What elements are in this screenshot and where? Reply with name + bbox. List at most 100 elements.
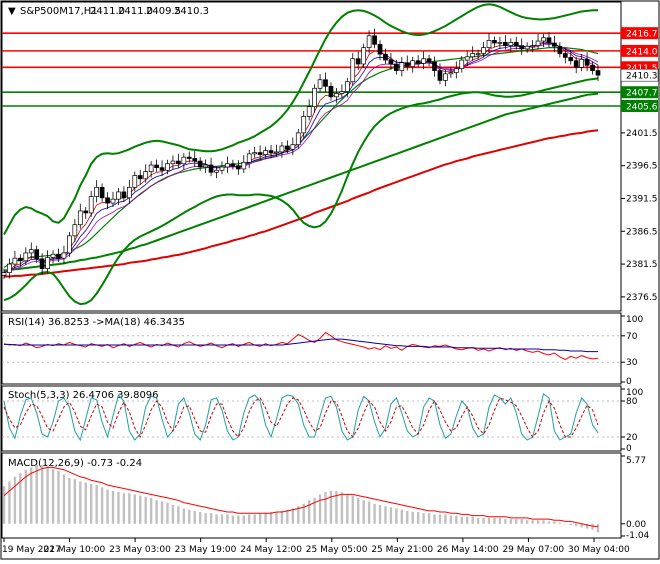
macd-bar: [155, 500, 158, 524]
candle-body: [546, 37, 552, 44]
candle-body: [410, 60, 416, 67]
chart-title: S&P500M17,H1: [20, 6, 98, 17]
macd-bar: [591, 523, 594, 530]
ma-fast-red-line: [3, 41, 599, 273]
macd-bar: [144, 496, 147, 524]
candle-body: [241, 162, 247, 170]
macd-bar: [188, 509, 191, 524]
ohlc-open: 2411.0: [90, 6, 125, 17]
macd-bar: [367, 501, 371, 524]
candle-body: [475, 53, 481, 55]
macd-bar: [133, 494, 136, 524]
macd-bar: [171, 504, 175, 524]
macd-bar: [177, 506, 180, 524]
candlesticks: [1, 28, 601, 280]
candle-body: [99, 186, 105, 199]
macd-bar: [536, 520, 540, 524]
macd-bar: [198, 512, 202, 524]
stoch-axis-label: 0: [626, 444, 632, 454]
rsi-title: RSI(14) 36.8253 ->MA(18) 46.3435: [8, 317, 185, 328]
time-axis-label: 29 May 07:00: [502, 545, 564, 555]
macd-bar: [95, 485, 98, 524]
level-label-box: [621, 99, 658, 112]
macd-bar: [275, 512, 278, 524]
macd-bar: [395, 508, 398, 524]
level-label: 2416.7: [626, 30, 658, 40]
macd-bar: [258, 513, 262, 524]
macd-bar: [51, 468, 55, 524]
macd-bar: [547, 521, 551, 524]
macd-bar: [8, 481, 11, 524]
time-axis-label: 25 May 21:00: [371, 545, 433, 555]
macd-bar: [422, 513, 425, 524]
candle-body: [464, 56, 470, 61]
candle-body: [568, 57, 574, 62]
macd-bar: [193, 510, 196, 524]
candle-body: [39, 258, 45, 270]
candle-body: [208, 164, 214, 173]
candle-body: [235, 165, 241, 170]
candle-body: [230, 163, 236, 167]
macd-bar: [389, 507, 393, 524]
macd-bar: [13, 476, 17, 524]
macd-bar: [89, 483, 93, 524]
candle-body: [334, 93, 339, 98]
stoch-d-line: [3, 397, 599, 439]
macd-bar: [531, 520, 534, 524]
macd-bar: [400, 509, 404, 524]
ma-green-line: [3, 92, 599, 272]
candle-body: [377, 43, 383, 55]
macd-bar: [318, 494, 322, 524]
macd-bar: [329, 490, 333, 524]
macd-bar: [455, 515, 458, 524]
macd-bar: [433, 514, 436, 524]
candle-body: [274, 151, 279, 154]
rsi-axis-label: 70: [626, 332, 638, 342]
candle-body: [88, 196, 94, 214]
candle-body: [519, 45, 525, 50]
macd-bar: [384, 506, 387, 524]
stoch-axis-label: 20: [626, 433, 638, 443]
macd-bar: [237, 515, 240, 524]
candle-body: [492, 40, 497, 44]
macd-bar: [220, 514, 224, 524]
candle-body: [28, 249, 34, 254]
candle-body: [94, 186, 99, 197]
rsi-lines: [2, 331, 621, 363]
bollinger-upper-line: [3, 3, 598, 236]
candle-body: [61, 252, 67, 259]
candle-body: [590, 64, 595, 71]
level-label-box: [621, 86, 658, 99]
time-axis-label: 26 May 14:00: [437, 545, 499, 555]
candle-body: [579, 59, 585, 68]
macd-bar: [427, 513, 431, 524]
candle-body: [312, 87, 317, 107]
candle-body: [350, 58, 356, 83]
macd-bar: [580, 523, 583, 528]
macd-bar: [378, 504, 382, 524]
macd-bar: [209, 513, 213, 524]
candle-body: [23, 252, 29, 262]
candle-body: [186, 156, 192, 159]
macd-bar: [128, 493, 131, 524]
macd-axis-label: 0.00: [626, 520, 646, 530]
ohlc-high: 2411.0: [118, 6, 153, 17]
level-label: 2405.6: [626, 102, 658, 112]
candle-body: [573, 60, 579, 68]
macd-bar: [204, 513, 207, 524]
candle-body: [415, 60, 421, 64]
dropdown-triangle-icon[interactable]: ▼: [8, 6, 16, 17]
macd-bar: [291, 508, 295, 524]
candle-body: [328, 85, 334, 98]
macd-bar: [553, 521, 556, 524]
candle-body: [77, 210, 83, 226]
candle-body: [290, 144, 296, 150]
rsi-axis-label: 30: [626, 358, 638, 368]
time-axis-label: 22 May 10:00: [44, 545, 106, 555]
macd-bar: [100, 487, 104, 524]
candle-body: [285, 145, 290, 150]
macd-bar: [373, 503, 376, 524]
candle-body: [535, 40, 541, 46]
candle-body: [366, 35, 372, 48]
